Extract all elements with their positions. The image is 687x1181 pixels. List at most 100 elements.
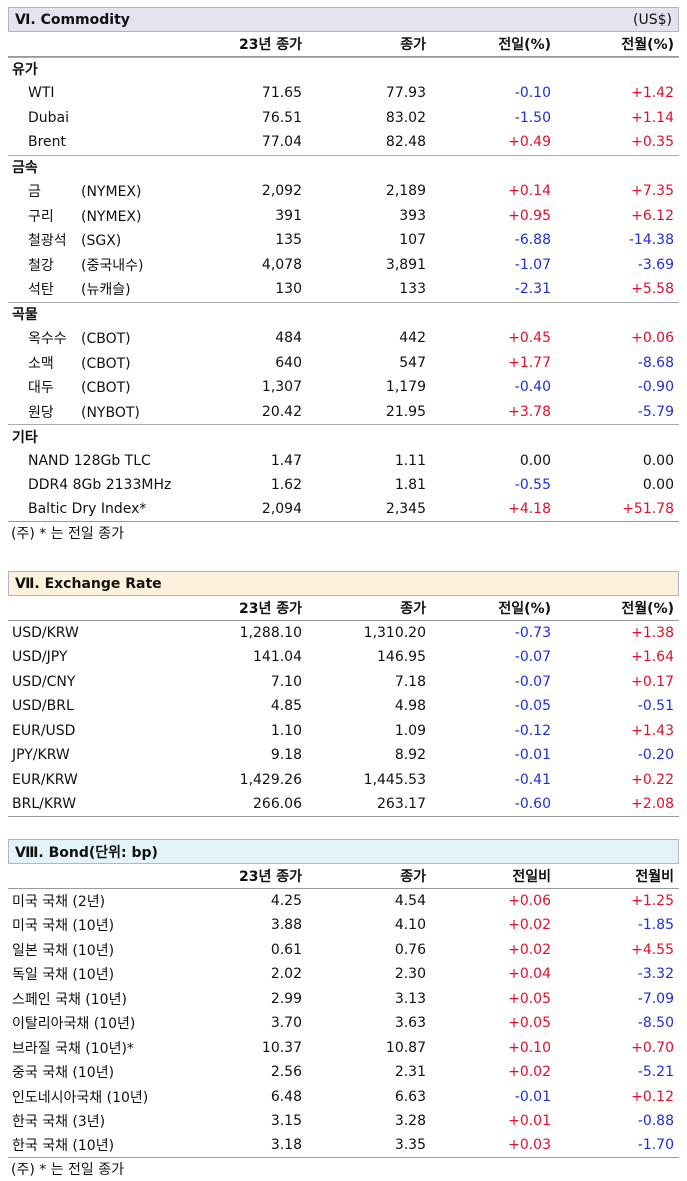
prev-year-close-cell: 10.37 — [261, 1039, 302, 1056]
header-cell: 종가 — [400, 868, 426, 885]
monthly-change-cell: 0.00 — [642, 477, 674, 494]
table-row: JPY/KRW 9.18 8.92 -0.01 -0.20 — [8, 743, 679, 768]
header-cell: 23년 종가 — [239, 36, 302, 53]
daily-change-cell: +0.45 — [508, 330, 551, 347]
row-name-cell: Baltic Dry Index* — [8, 501, 178, 517]
daily-change-cell: +0.14 — [508, 183, 551, 200]
prev-year-close-cell: 2,092 — [261, 183, 302, 200]
monthly-change-cell: -0.88 — [637, 1113, 674, 1130]
row-name: Brent — [28, 134, 67, 151]
close-cell: 4.54 — [394, 892, 426, 909]
close-cell: 10.87 — [385, 1039, 426, 1056]
table-row: USD/KRW 1,288.10 1,310.20 -0.73 +1.38 — [8, 621, 679, 646]
monthly-change-cell: +0.17 — [631, 673, 674, 690]
prev-year-close-cell: 4.25 — [270, 892, 302, 909]
table-row: USD/BRL 4.85 4.98 -0.05 -0.51 — [8, 694, 679, 719]
row-name-cell: 중국 국채 (10년) — [8, 1062, 178, 1082]
header-cell: 전월비 — [635, 868, 674, 885]
row-source: (CBOT) — [81, 355, 131, 372]
commodity-table-body: 유가 WTI 71.65 77.93 -0.10 +1.42 Dubai 76.51 83.02… — [8, 56, 679, 522]
table-row: EUR/USD 1.10 1.09 -0.12 +1.43 — [8, 719, 679, 744]
daily-change-cell: +3.78 — [508, 403, 551, 420]
prev-year-close-cell: 391 — [275, 207, 302, 224]
row-name-cell: 구리 (NYMEX) — [8, 206, 178, 226]
close-cell: 547 — [399, 354, 426, 371]
prev-year-close-cell: 3.88 — [270, 917, 302, 934]
daily-change-cell: +0.02 — [508, 917, 551, 934]
prev-year-close-cell: 484 — [275, 330, 302, 347]
header-cell: 전일(%) — [498, 36, 551, 53]
daily-change-cell: +0.49 — [508, 134, 551, 151]
row-source: (중국내수) — [81, 257, 144, 274]
close-cell: 21.95 — [385, 403, 426, 420]
row-source: (NYMEX) — [81, 184, 142, 201]
monthly-change-cell: +1.14 — [631, 109, 674, 126]
header-cell: 23년 종가 — [239, 600, 302, 617]
group-label-row: 유가 — [8, 56, 679, 82]
monthly-change-cell: +4.55 — [631, 941, 674, 958]
daily-change-cell: -0.73 — [514, 624, 551, 641]
row-name: USD/JPY — [12, 649, 68, 666]
row-name: 이탈리아국채 (10년) — [12, 1016, 136, 1033]
prev-year-close-cell: 76.51 — [261, 109, 302, 126]
row-name-cell: 원당 (NYBOT) — [8, 402, 178, 422]
table-row: EUR/KRW 1,429.26 1,445.53 -0.41 +0.22 — [8, 768, 679, 793]
row-name: 미국 국채 (10년) — [12, 918, 115, 935]
table-row: 독일 국채 (10년) 2.02 2.30 +0.04 -3.32 — [8, 962, 679, 987]
monthly-change-cell: -0.20 — [637, 747, 674, 764]
daily-change-cell: -0.07 — [514, 673, 551, 690]
table-row: Dubai 76.51 83.02 -1.50 +1.14 — [8, 106, 679, 131]
daily-change-cell: 0.00 — [519, 452, 551, 469]
row-name: 인도네시아국채 (10년) — [12, 1089, 149, 1106]
daily-change-cell: -0.60 — [514, 795, 551, 812]
row-source: (NYMEX) — [81, 208, 142, 225]
row-name: EUR/KRW — [12, 771, 78, 788]
table-row: Brent 77.04 82.48 +0.49 +0.35 — [8, 130, 679, 155]
close-cell: 2,345 — [385, 501, 426, 518]
row-name-cell: 철광석 (SGX) — [8, 230, 178, 250]
exchange-title: Ⅶ. Exchange Rate — [15, 575, 162, 592]
header-cell: 전일(%) — [498, 600, 551, 617]
close-cell: 1.81 — [394, 477, 426, 494]
close-cell: 1,310.20 — [363, 624, 426, 641]
row-source: (CBOT) — [81, 331, 131, 348]
row-name-cell: 대두 (CBOT) — [8, 377, 178, 397]
table-row: 옥수수 (CBOT) 484 442 +0.45 +0.06 — [8, 326, 679, 351]
close-cell: 2.30 — [394, 966, 426, 983]
monthly-change-cell: -8.68 — [637, 354, 674, 371]
prev-year-close-cell: 77.04 — [261, 134, 302, 151]
monthly-change-cell: +0.06 — [631, 330, 674, 347]
close-cell: 3.28 — [394, 1113, 426, 1130]
row-name-cell: BRL/KRW — [8, 796, 178, 812]
row-name-cell: 인도네시아국채 (10년) — [8, 1087, 178, 1107]
header-cell: 종가 — [400, 36, 426, 53]
daily-change-cell: -0.40 — [514, 379, 551, 396]
table-row: 석탄 (뉴캐슬) 130 133 -2.31 +5.58 — [8, 277, 679, 302]
row-name-cell: USD/CNY — [8, 674, 178, 690]
group-label: 기타 — [12, 429, 38, 446]
daily-change-cell: +0.05 — [508, 990, 551, 1007]
prev-year-close-cell: 1,288.10 — [239, 624, 302, 641]
close-cell: 83.02 — [385, 109, 426, 126]
prev-year-close-cell: 4.85 — [270, 698, 302, 715]
row-name: 구리 — [28, 208, 54, 225]
monthly-change-cell: -1.70 — [637, 1137, 674, 1154]
row-name: 소맥 — [28, 355, 54, 372]
daily-change-cell: +0.05 — [508, 1015, 551, 1032]
header-cell: 전일비 — [512, 868, 551, 885]
row-name: 스페인 국채 (10년) — [12, 991, 127, 1008]
daily-change-cell: +0.06 — [508, 892, 551, 909]
daily-change-cell: -0.10 — [514, 85, 551, 102]
row-name: Baltic Dry Index* — [28, 501, 147, 518]
close-cell: 82.48 — [385, 134, 426, 151]
monthly-change-cell: +5.58 — [631, 281, 674, 298]
close-cell: 2,189 — [385, 183, 426, 200]
monthly-change-cell: -0.51 — [637, 698, 674, 715]
commodity-unit: (US$) — [633, 11, 672, 28]
close-cell: 77.93 — [385, 85, 426, 102]
table-row: BRL/KRW 266.06 263.17 -0.60 +2.08 — [8, 792, 679, 817]
close-cell: 3.63 — [394, 1015, 426, 1032]
row-name-cell: 스페인 국채 (10년) — [8, 989, 178, 1009]
row-name-cell: EUR/KRW — [8, 772, 178, 788]
monthly-change-cell: -1.85 — [637, 917, 674, 934]
